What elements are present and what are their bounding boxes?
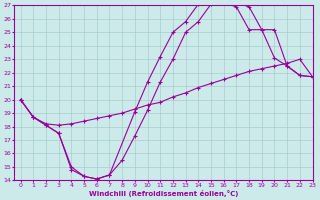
X-axis label: Windchill (Refroidissement éolien,°C): Windchill (Refroidissement éolien,°C)	[89, 190, 238, 197]
